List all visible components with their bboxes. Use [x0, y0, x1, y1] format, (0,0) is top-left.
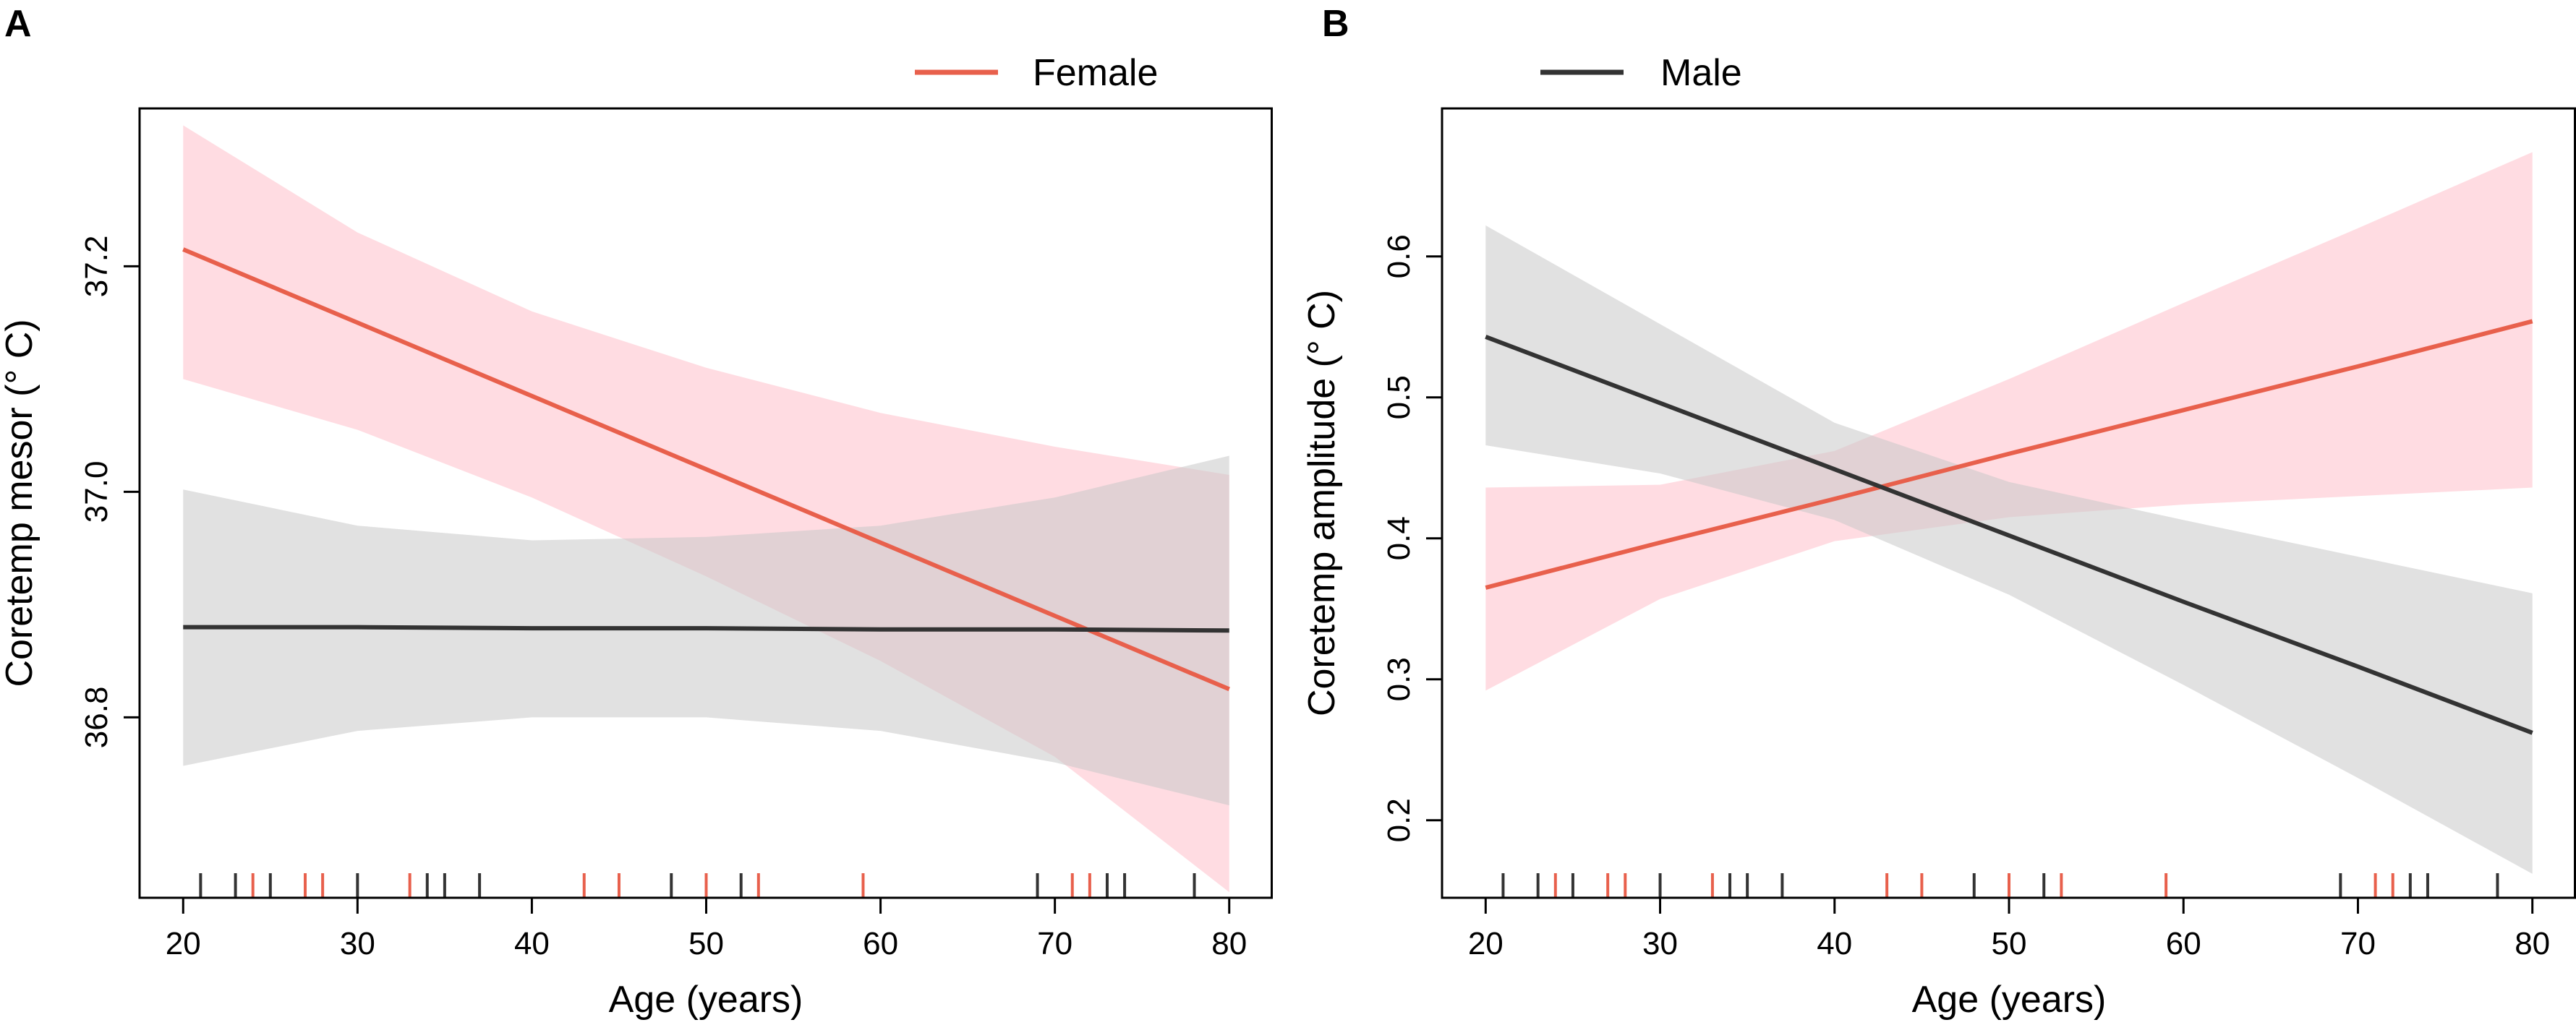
panel-b-male-fit-line	[1485, 335, 2533, 735]
y-axis-title-b: Coretemp amplitude (° C)	[1301, 290, 1343, 716]
panel-label-a: A	[4, 3, 32, 45]
legend-female-label: Female	[1033, 52, 1158, 94]
panel-b-y-tick-label: 0.4	[1381, 516, 1417, 560]
y-axis-title-a: Coretemp mesor (° C)	[0, 319, 40, 687]
panel-a-x-tick-label: 50	[688, 926, 724, 961]
x-axis-title-b: Age (years)	[1912, 979, 2107, 1021]
panel-a-x-tick-label: 20	[166, 926, 201, 961]
panel-b-y-tick-label: 0.2	[1381, 798, 1417, 842]
panel-a-x-tick-label: 80	[1211, 926, 1247, 961]
panel-b-male-confidence-band	[1485, 225, 2533, 874]
panel-a-male-confidence-band	[183, 455, 1229, 806]
panel-a-y-tick-label: 37.0	[79, 461, 114, 523]
panel-a-male-fit-line	[183, 625, 1229, 633]
panel-b: B Male 20 30 40 50 60 70 80 0.2 0.3 0.4 0.5 0.6 Age…	[1301, 3, 2576, 1021]
panel-b-x-tick-label: 20	[1468, 926, 1504, 961]
panel-b-x-tick-label: 80	[2515, 926, 2550, 961]
panel-label-b: B	[1322, 3, 1349, 45]
legend-male-label: Male	[1660, 52, 1742, 94]
panel-b-y-tick-label: 0.6	[1381, 234, 1417, 278]
legend-female: Female	[915, 52, 1158, 94]
panel-a: A Female 20 30 40 50 60 70 80 36.8 37.0 37.2 Age …	[0, 3, 1273, 1021]
plot-area-b: 20 30 40 50 60 70 80 0.2 0.3 0.4 0.5 0.6	[1381, 107, 2576, 961]
panel-a-female-fit-line	[182, 247, 1230, 692]
panel-a-y-tick-label: 36.8	[79, 687, 114, 749]
panel-b-y-tick-label: 0.5	[1381, 375, 1417, 419]
panel-b-x-tick-label: 30	[1642, 926, 1678, 961]
legend-male: Male	[1540, 52, 1742, 94]
panel-a-y-tick-label: 37.2	[79, 236, 114, 298]
panel-b-x-tick-label: 50	[1992, 926, 2027, 961]
panel-b-y-tick-label: 0.3	[1381, 657, 1417, 701]
panel-b-x-tick-label: 40	[1817, 926, 1852, 961]
plot-area-a: 20 30 40 50 60 70 80 36.8 37.0 37.2	[79, 107, 1273, 961]
panel-a-x-tick-label: 30	[340, 926, 375, 961]
panel-a-x-tick-label: 60	[863, 926, 898, 961]
panel-b-female-fit-line	[1485, 319, 2533, 590]
x-axis-title-a: Age (years)	[609, 979, 803, 1021]
panel-b-x-tick-label: 60	[2166, 926, 2201, 961]
panel-a-x-tick-label: 70	[1037, 926, 1072, 961]
panel-b-female-confidence-band	[1485, 152, 2533, 691]
panel-b-x-tick-label: 70	[2340, 926, 2376, 961]
panel-a-x-tick-label: 40	[514, 926, 550, 961]
